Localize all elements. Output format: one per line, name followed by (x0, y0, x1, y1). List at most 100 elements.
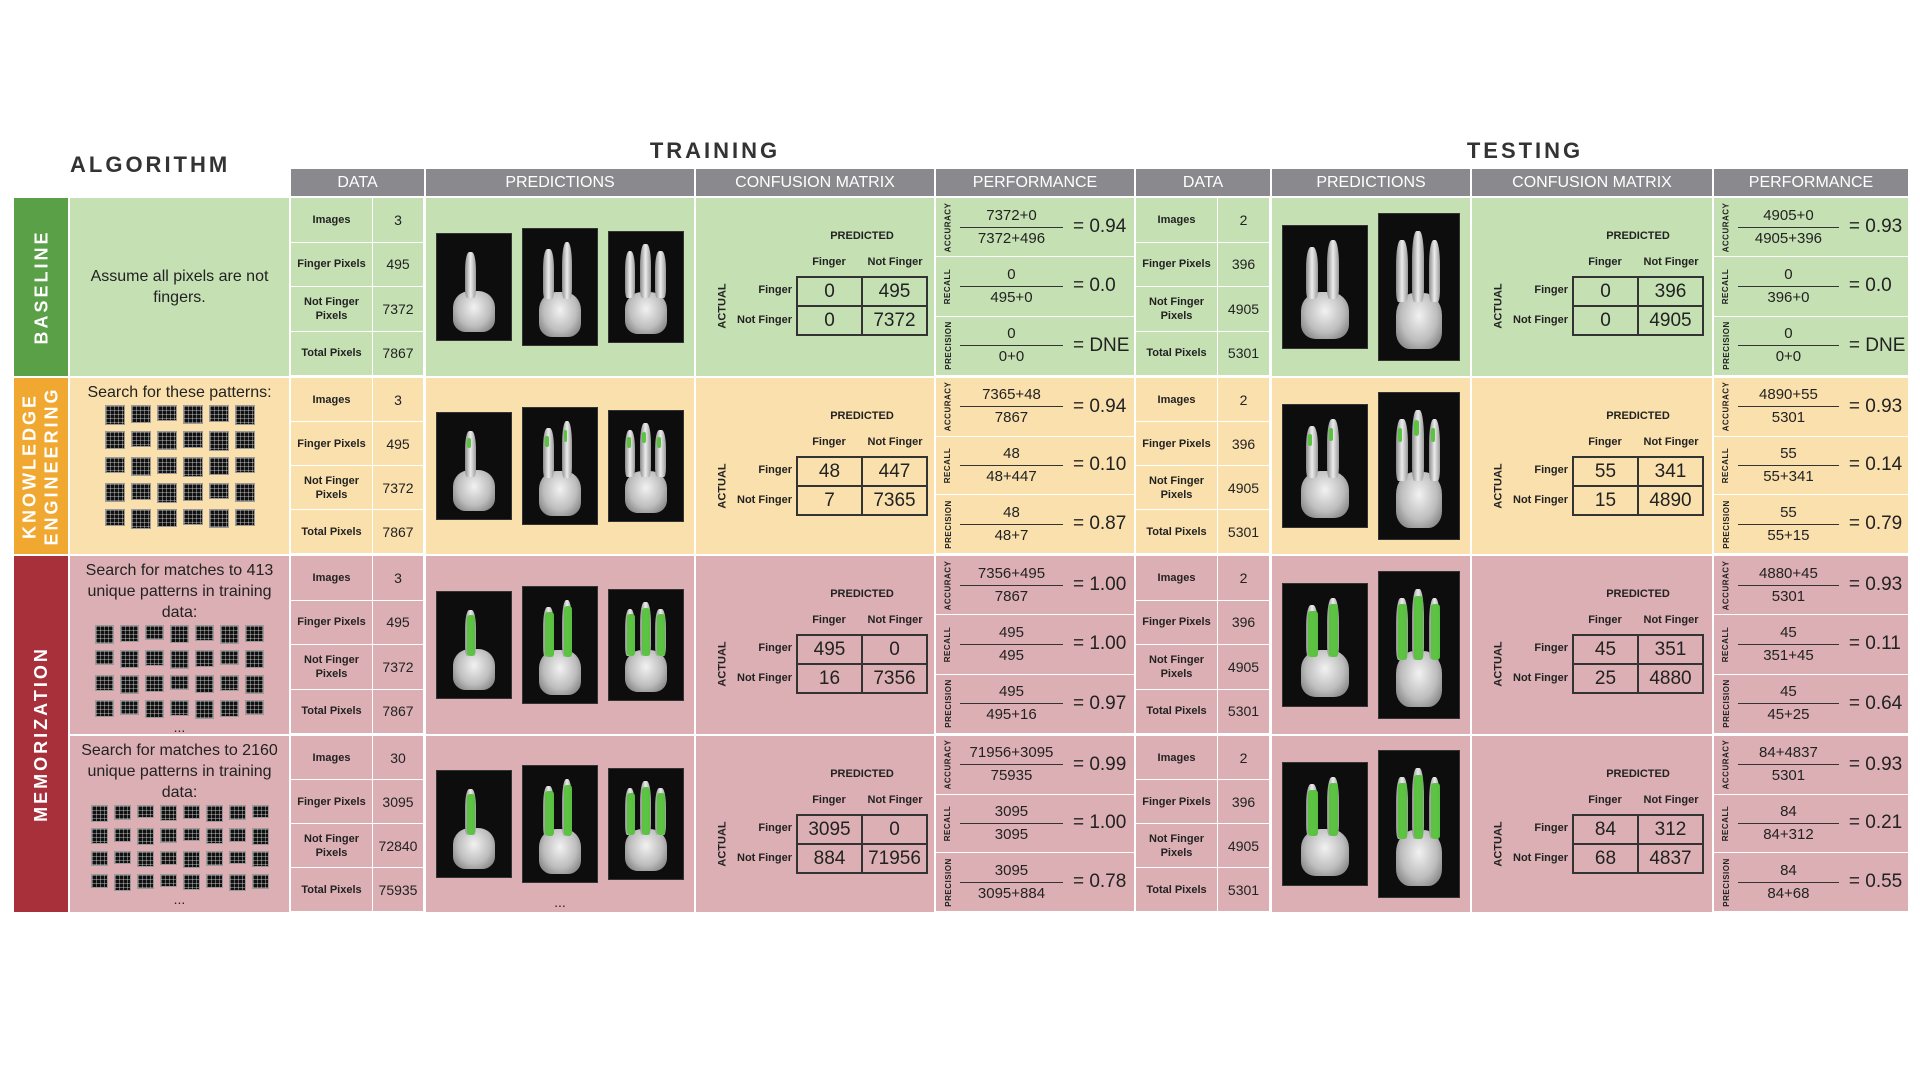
recall-result: = 0.0 (1848, 275, 1892, 297)
row-label-line: ENGINEERING (42, 386, 62, 546)
train-precision-knowledge: PRECISION 48 48+7 = 0.87 (936, 495, 1134, 553)
cm-cell-fn: 312 (1638, 815, 1703, 844)
hand-three-finger-image (608, 410, 684, 522)
finger-highlight (641, 786, 651, 836)
row-label-baseline: BASELINE (14, 198, 68, 376)
data-value-not-finger-pixels: 4905 (1218, 287, 1270, 332)
hand-finger (1412, 230, 1424, 302)
cm-cell-tn: 4880 (1638, 664, 1703, 693)
data-label-not-finger-pixels: Not Finger Pixels (291, 824, 373, 868)
fraction-bar (960, 226, 1063, 228)
fraction-bar (1738, 406, 1839, 408)
cm-cell-tp: 495 (797, 635, 862, 664)
test-predictions-knowledge (1272, 378, 1470, 554)
test-data-table-memo2: Images 2 Finger Pixels 396 Not Finger Pixels… (1136, 736, 1270, 912)
actual-finger-label: Finger (758, 284, 792, 296)
pattern-tile (220, 700, 239, 717)
confusion-matrix-grid: 495 0 16 7356 (796, 634, 928, 694)
recall-label: RECALL (1714, 615, 1738, 673)
numerator: 45 (1780, 683, 1797, 701)
hand-palm (1300, 291, 1350, 340)
confusion-matrix-grid: 84 312 68 4837 (1572, 814, 1704, 874)
data-value-images: 2 (1218, 378, 1270, 422)
pattern-tile (113, 805, 131, 820)
data-label-finger-pixels: Finger Pixels (291, 600, 373, 645)
row-label-knowledge: KNOWLEDGE ENGINEERING (14, 378, 68, 554)
pattern-tile (220, 625, 239, 644)
cm-cell-fn: 0 (862, 815, 927, 844)
numerator: 48 (1003, 444, 1020, 462)
cm-cell-fp: 884 (797, 844, 862, 873)
train-predictions-memo1 (426, 556, 694, 734)
data-value-not-finger-pixels: 7372 (373, 287, 424, 332)
pattern-tile (228, 851, 246, 864)
hand-palm (624, 291, 668, 335)
train-confusion-matrix-memo1: PREDICTED Finger Not Finger ACTUAL Finger Not… (696, 556, 934, 734)
pattern-tile (156, 457, 177, 474)
hand-finger (543, 249, 554, 299)
hand-finger (543, 428, 554, 478)
recall-result: = 0.0 (1072, 275, 1116, 297)
pattern-tile (156, 405, 177, 421)
numerator: 4890+55 (1759, 386, 1818, 404)
fraction-bar (1738, 703, 1839, 705)
hand-three-finger-image (608, 231, 684, 343)
recall-fraction: 0 396+0 (1738, 257, 1839, 315)
precision-result: = 0.79 (1848, 513, 1903, 535)
denominator: 4905+396 (1754, 229, 1823, 247)
accuracy-label-text: ACCURACY (1721, 381, 1731, 432)
precision-fraction: 48 48+7 (960, 495, 1063, 553)
pattern-tile (182, 431, 203, 448)
pattern-grid (70, 405, 289, 529)
precision-label-text: PRECISION (1721, 321, 1731, 371)
pattern-tile (90, 874, 108, 888)
predicted-not-finger-label: Not Finger (1643, 436, 1699, 448)
confusion-matrix-grid: 55 341 15 4890 (1572, 456, 1704, 516)
pattern-tile (195, 700, 214, 719)
pattern-tile (208, 405, 229, 422)
hand-palm (1300, 828, 1350, 877)
cm-cell-tn: 7372 (862, 306, 927, 335)
cm-cell-tn: 71956 (862, 844, 927, 873)
hand-two-finger-image (1282, 404, 1368, 528)
precision-result: = DNE (1848, 334, 1906, 356)
cm-cell-tp: 48 (797, 457, 862, 486)
test-predictions-memo2 (1272, 736, 1470, 912)
precision-label: PRECISION (1714, 495, 1738, 553)
test-confusion-matrix-baseline: PREDICTED Finger Not Finger ACTUAL Finger Not… (1472, 198, 1712, 376)
algorithm-cell-memo1: Search for matches to 413 unique pattern… (70, 556, 289, 735)
hand-two-finger-image (1282, 225, 1368, 349)
pattern-tile (251, 805, 269, 818)
pattern-tile (113, 828, 131, 842)
data-value-images: 2 (1218, 556, 1270, 601)
recall-label-text: RECALL (1721, 805, 1731, 842)
recall-fraction: 55 55+341 (1738, 437, 1839, 495)
data-value-finger-pixels: 396 (1218, 422, 1270, 466)
column-header-4: DATA (1136, 169, 1270, 196)
pattern-tile (245, 625, 264, 642)
pattern-tile (120, 625, 139, 642)
training-header: TRAINING (649, 138, 781, 163)
pattern-tile (228, 874, 246, 891)
precision-fraction: 3095 3095+884 (960, 853, 1063, 911)
pattern-tile (90, 805, 108, 822)
hand-finger (561, 242, 573, 299)
hand-finger (1428, 239, 1441, 302)
pattern-tile (234, 431, 255, 449)
accuracy-label-text: ACCURACY (943, 560, 953, 611)
finger-highlight (657, 613, 666, 657)
column-header-1: PREDICTIONS (426, 169, 694, 196)
row-label-text: KNOWLEDGE ENGINEERING (19, 386, 63, 545)
accuracy-result: = 0.99 (1072, 753, 1127, 775)
pattern-tile (234, 509, 255, 526)
pattern-grid (70, 805, 289, 891)
accuracy-label: ACCURACY (1714, 556, 1738, 614)
actual-not-finger-label: Not Finger (1513, 672, 1568, 684)
confusion-matrix-grid: 0 396 0 4905 (1572, 276, 1704, 336)
data-label-not-finger-pixels: Not Finger Pixels (1136, 824, 1218, 868)
precision-label: PRECISION (1714, 317, 1738, 375)
recall-fraction: 495 495 (960, 615, 1063, 673)
cm-cell-fp: 25 (1573, 664, 1638, 693)
hand-finger (1396, 239, 1408, 302)
test-confusion-matrix-knowledge: PREDICTED Finger Not Finger ACTUAL Finger Not… (1472, 378, 1712, 554)
